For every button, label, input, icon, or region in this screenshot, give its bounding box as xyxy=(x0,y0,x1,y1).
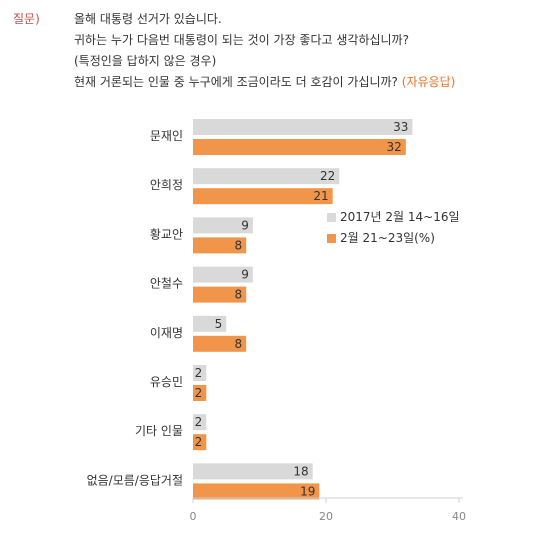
legend-label: 2월 21~23일(%) xyxy=(340,231,435,245)
bar xyxy=(193,483,320,500)
category-label: 이재명 xyxy=(150,326,183,340)
bar xyxy=(193,463,313,480)
question-block: 질문) 올해 대통령 선거가 있습니다. 귀하는 누가 다음번 대통령이 되는 … xyxy=(0,0,550,110)
question-suffix: (자유응답) xyxy=(401,75,456,89)
bar xyxy=(193,237,247,254)
legend-swatch xyxy=(327,213,336,222)
bar xyxy=(193,266,253,283)
bar xyxy=(193,315,227,332)
data-label: 2 xyxy=(195,435,203,449)
data-label: 22 xyxy=(320,169,335,183)
question-line-3: (특정인을 답하지 않은 경우) xyxy=(74,54,217,68)
legend-swatch xyxy=(327,234,336,243)
category-label: 문재인 xyxy=(150,129,183,143)
x-tick-label: 20 xyxy=(319,510,333,523)
bar xyxy=(193,335,247,352)
bar xyxy=(193,217,253,234)
data-label: 2 xyxy=(195,366,203,380)
data-label: 18 xyxy=(293,464,308,478)
question-line-2: 귀하는 누가 다음번 대통령이 되는 것이 가장 좋다고 생각하십니까? xyxy=(74,33,409,47)
x-tick-label: 0 xyxy=(190,510,197,523)
data-label: 8 xyxy=(235,238,243,252)
category-label: 안철수 xyxy=(150,277,183,291)
category-label: 없음/모름/응답거절 xyxy=(87,473,183,487)
legend-label: 2017년 2월 14~16일 xyxy=(340,210,460,224)
question-line-4-text: 현재 거론되는 인물 중 누구에게 조금이라도 더 호감이 가십니까? xyxy=(74,75,398,89)
bar xyxy=(193,365,207,381)
data-label: 2 xyxy=(195,415,203,429)
bar xyxy=(193,286,247,303)
data-label: 21 xyxy=(313,189,328,203)
bar xyxy=(193,168,340,185)
bar xyxy=(193,385,207,401)
bar xyxy=(193,414,207,431)
category-label: 유승민 xyxy=(150,375,183,389)
data-label: 8 xyxy=(235,337,243,351)
data-label: 8 xyxy=(235,288,243,302)
data-label: 5 xyxy=(215,317,223,331)
data-label: 19 xyxy=(300,484,315,498)
question-line-1: 올해 대통령 선거가 있습니다. xyxy=(74,12,222,26)
data-label: 33 xyxy=(393,120,408,134)
category-label: 기타 인물 xyxy=(135,424,183,438)
data-label: 9 xyxy=(241,218,249,232)
question-line-4: 현재 거론되는 인물 중 누구에게 조금이라도 더 호감이 가십니까? (자유응… xyxy=(74,73,455,90)
data-label: 2 xyxy=(195,386,203,400)
bar xyxy=(193,434,207,451)
bar xyxy=(193,119,413,135)
question-prefix: 질문) xyxy=(13,12,40,26)
x-tick-label: 40 xyxy=(452,510,466,523)
category-label: 황교안 xyxy=(150,227,183,241)
bar xyxy=(193,139,406,155)
category-label: 안희정 xyxy=(150,178,183,192)
bar xyxy=(193,188,333,205)
data-label: 9 xyxy=(241,268,249,282)
data-label: 32 xyxy=(387,140,402,154)
